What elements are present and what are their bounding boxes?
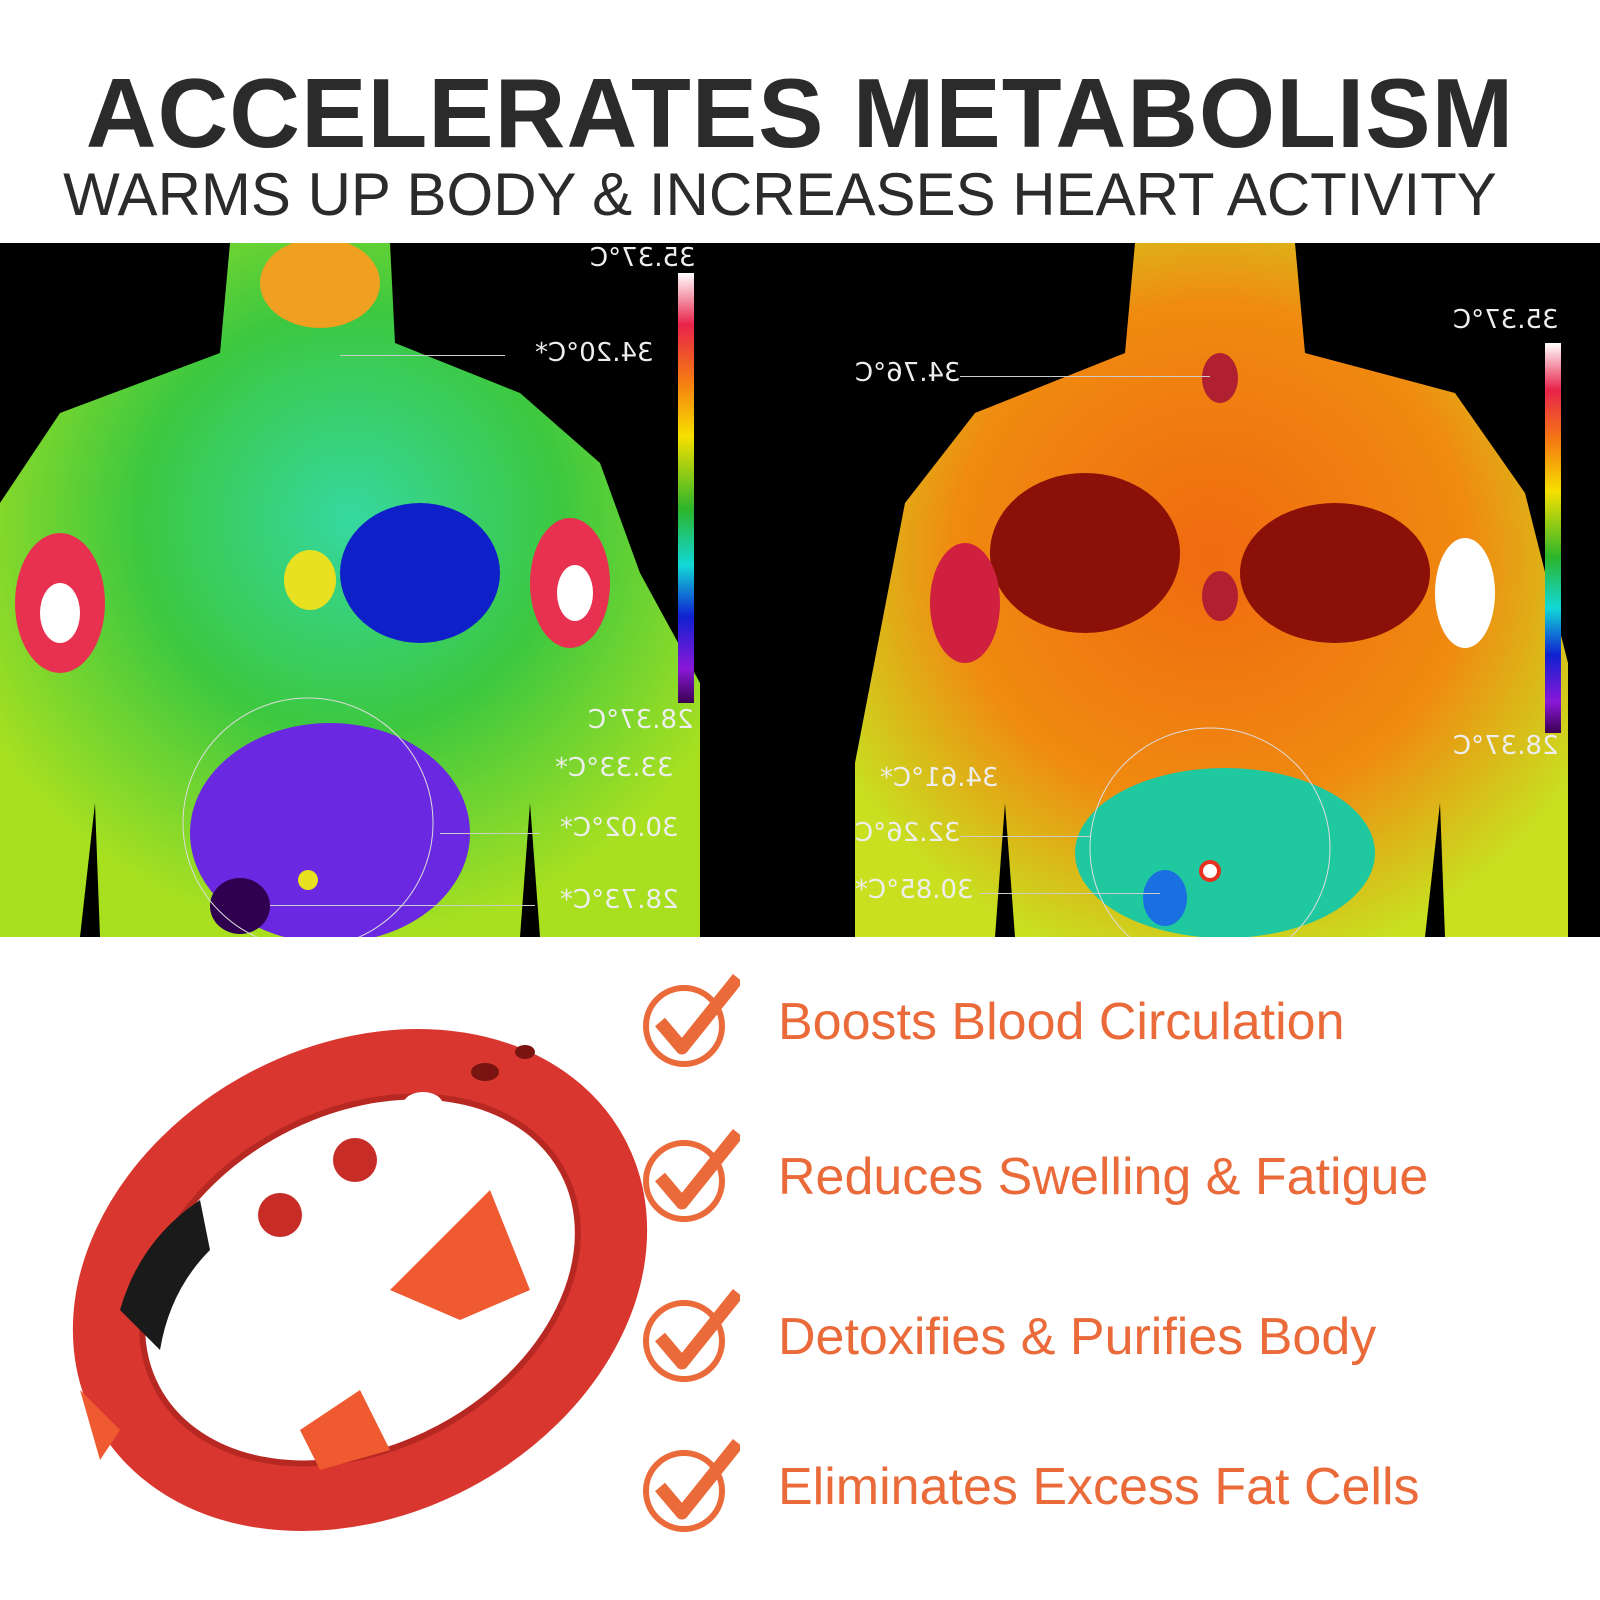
- scale-max-label: 35.37°C: [1453, 305, 1559, 335]
- bracelet-image: [72, 1028, 648, 1532]
- check-circle-icon: [643, 1438, 740, 1532]
- benefit-label: Eliminates Excess Fat Cells: [778, 1458, 1420, 1516]
- check-circle-icon: [643, 1128, 740, 1222]
- benefit-label: Detoxifies & Purifies Body: [778, 1308, 1377, 1366]
- reading-label: 28.73°C*: [560, 885, 679, 915]
- check-circle-icon: [643, 973, 740, 1067]
- thermal-body-after: [855, 243, 1568, 937]
- thermal-body-before: [0, 243, 700, 937]
- reading-label: 32.26°C: [855, 818, 961, 848]
- benefit-label: Reduces Swelling & Fatigue: [778, 1148, 1429, 1206]
- benefit-item: Boosts Blood Circulation: [640, 970, 1580, 1070]
- headline: ACCELERATES METABOLISM: [85, 58, 1515, 168]
- scale-min-label: 28.37°C: [588, 705, 694, 735]
- benefit-label: Boosts Blood Circulation: [778, 993, 1345, 1051]
- scale-min-label: 28.37°C: [1453, 731, 1559, 761]
- thermal-image-before: 35.37°C 34.20°C* 28.37°C 33.33°C* 30.02°…: [0, 243, 715, 937]
- thermal-image-after: 35.37°C 34.76°C 28.37°C 34.61°C* 32.26°C…: [855, 243, 1600, 937]
- subheadline: WARMS UP BODY & INCREASES HEART ACTIVITY: [63, 161, 1497, 228]
- benefit-item: Reduces Swelling & Fatigue: [640, 1125, 1580, 1225]
- temperature-scale-bar: [1545, 343, 1561, 733]
- benefit-item: Eliminates Excess Fat Cells: [640, 1435, 1580, 1535]
- reading-label: 30.85°C*: [855, 875, 974, 905]
- reading-label: 34.61°C*: [880, 763, 999, 793]
- reading-label: 34.20°C*: [535, 338, 654, 368]
- temperature-scale-bar: [678, 273, 694, 703]
- benefit-item: Detoxifies & Purifies Body: [640, 1285, 1580, 1385]
- reading-label: 33.33°C*: [555, 753, 674, 783]
- check-circle-icon: [643, 1288, 740, 1382]
- scale-max-label: 35.37°C: [590, 243, 696, 273]
- thermal-comparison: 35.37°C 34.20°C* 28.37°C 33.33°C* 30.02°…: [0, 243, 1600, 937]
- reading-label: 34.76°C: [855, 358, 961, 388]
- reading-label: 30.02°C*: [560, 813, 679, 843]
